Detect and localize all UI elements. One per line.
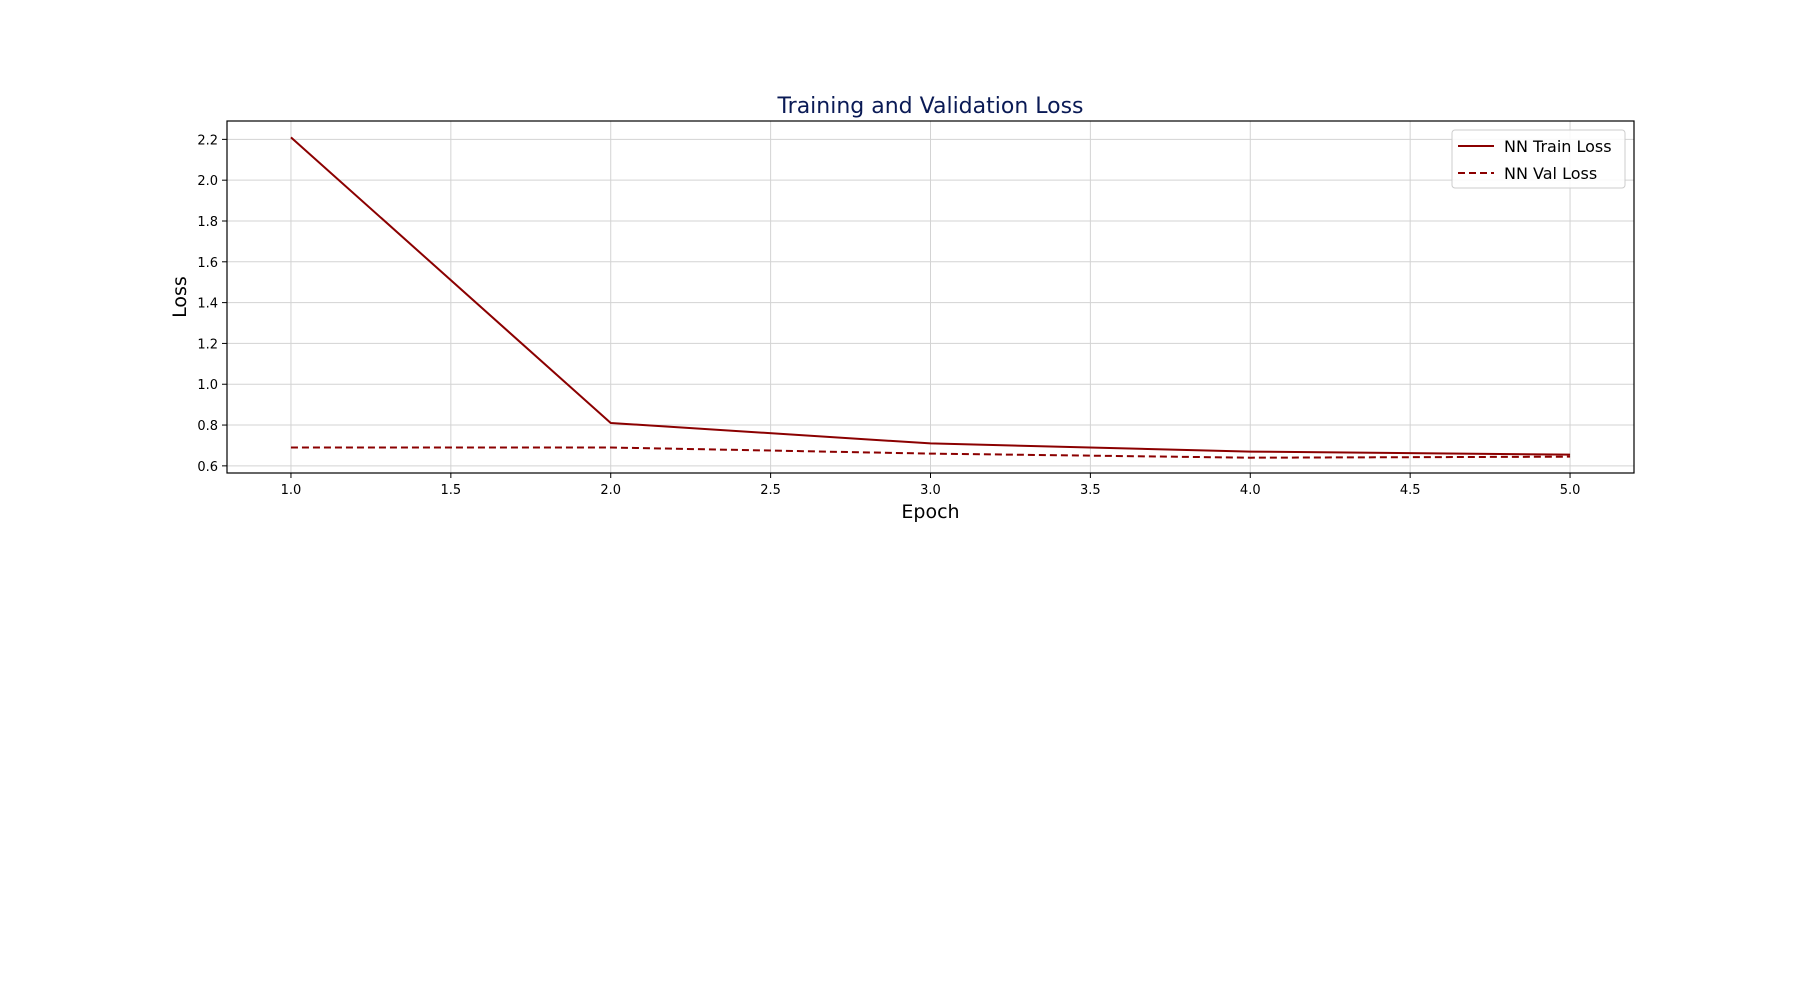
x-tick-label: 1.0 (281, 483, 302, 498)
x-tick-label: 3.5 (1080, 483, 1101, 498)
x-tick-label: 2.5 (760, 483, 781, 498)
y-tick-label: 2.2 (197, 133, 218, 148)
x-tick-label: 2.0 (600, 483, 621, 498)
y-tick-label: 1.4 (197, 297, 218, 312)
y-tick-label: 1.0 (197, 378, 218, 393)
plot-series (290, 136, 1571, 459)
legend-box (1451, 129, 1626, 189)
x-tick-label: 4.0 (1240, 483, 1261, 498)
x-tick-label: 3.0 (920, 483, 941, 498)
legend-label: NN Val Loss (1504, 164, 1597, 183)
axis-ticks: 1.0 1.5 2.0 2.5 3.0 3.5 4.0 4.5 5.0 0.6 0.8 1.0 1.2 1… (197, 133, 1580, 498)
legend-label: NN Train Loss (1504, 137, 1612, 156)
legend: NN Train Loss NN Val Loss (1451, 129, 1626, 189)
y-tick-label: 1.2 (197, 337, 218, 352)
grid (227, 121, 1634, 473)
y-tick-label: 0.8 (197, 419, 218, 434)
y-tick-label: 1.6 (197, 256, 218, 271)
chart-title: Training and Validation Loss (776, 94, 1083, 119)
y-tick-label: 0.6 (197, 460, 218, 475)
x-tick-label: 1.5 (440, 483, 461, 498)
y-tick-label: 1.8 (197, 215, 218, 230)
x-axis-label: Epoch (901, 501, 959, 523)
x-tick-label: 5.0 (1560, 483, 1581, 498)
x-tick-label: 4.5 (1400, 483, 1421, 498)
y-axis-label: Loss (169, 276, 191, 318)
y-tick-label: 2.0 (197, 174, 218, 189)
